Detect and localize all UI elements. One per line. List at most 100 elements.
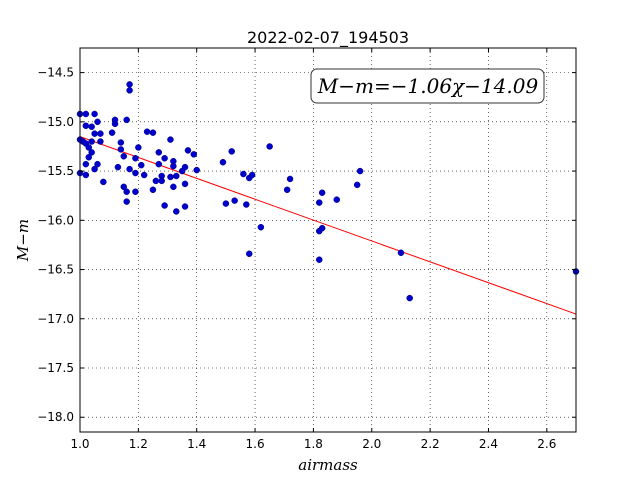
data-point bbox=[353, 181, 361, 189]
data-point bbox=[117, 139, 125, 146]
x-tick-label: 2.4 bbox=[479, 437, 498, 451]
x-tick-label: 1.2 bbox=[129, 437, 148, 451]
data-point bbox=[190, 151, 198, 158]
data-point bbox=[85, 144, 93, 151]
data-point bbox=[173, 208, 180, 215]
data-point bbox=[88, 149, 95, 156]
data-point bbox=[123, 188, 130, 196]
fit-annotation: M−m=−1.06χ−14.09 bbox=[310, 68, 545, 104]
data-point bbox=[231, 197, 238, 204]
data-point bbox=[219, 158, 227, 166]
x-tick-label: 1.6 bbox=[246, 437, 265, 451]
x-tick-label: 2.2 bbox=[421, 437, 440, 451]
chart-title: 2022-02-07_194503 bbox=[247, 28, 409, 48]
data-point bbox=[243, 201, 250, 208]
data-point bbox=[152, 177, 160, 185]
data-point bbox=[100, 178, 107, 186]
data-point bbox=[318, 224, 326, 232]
x-tick-label: 2.6 bbox=[537, 437, 556, 451]
y-tick-label: −14.5 bbox=[37, 66, 74, 80]
data-point bbox=[170, 162, 177, 170]
data-point bbox=[140, 171, 148, 179]
data-point bbox=[143, 128, 151, 135]
data-point bbox=[333, 196, 341, 203]
plot-frame bbox=[79, 47, 577, 433]
data-point bbox=[132, 169, 139, 177]
x-axis-label: airmass bbox=[298, 456, 358, 474]
x-tick-label: 1.0 bbox=[70, 437, 89, 451]
grid-lines bbox=[79, 48, 576, 432]
data-point bbox=[245, 250, 253, 258]
data-point bbox=[82, 122, 90, 130]
y-tick-label: −16.5 bbox=[37, 263, 74, 277]
data-point bbox=[132, 155, 139, 162]
data-point bbox=[111, 116, 119, 124]
data-point bbox=[108, 129, 116, 136]
data-point bbox=[286, 175, 294, 183]
data-points bbox=[76, 81, 580, 302]
data-point bbox=[126, 81, 133, 88]
data-point bbox=[123, 116, 130, 124]
data-point bbox=[181, 180, 189, 188]
data-point bbox=[91, 130, 98, 137]
data-point bbox=[356, 167, 364, 175]
data-point bbox=[167, 173, 174, 181]
data-point bbox=[161, 155, 168, 162]
axis-ticks: 1.0 1.2 1.4 1.6 1.8 2.0 2.2 2.4 2.6 −14.5 −15.0 −15… bbox=[37, 48, 576, 451]
data-point bbox=[149, 186, 157, 194]
data-point bbox=[120, 183, 128, 191]
data-point bbox=[94, 118, 101, 126]
data-point bbox=[132, 188, 139, 196]
y-tick-label: −16.0 bbox=[37, 213, 74, 227]
data-point bbox=[91, 110, 98, 118]
fit-line bbox=[79, 136, 577, 315]
data-point bbox=[82, 171, 90, 179]
data-point bbox=[88, 123, 95, 131]
y-tick-label: −15.5 bbox=[37, 164, 74, 178]
fit-annotation-text: M−m=−1.06χ−14.09 bbox=[317, 74, 539, 98]
y-tick-label: −18.0 bbox=[37, 410, 74, 424]
data-point bbox=[240, 170, 247, 178]
data-point bbox=[173, 172, 180, 180]
data-point bbox=[315, 199, 323, 206]
data-point bbox=[248, 171, 256, 179]
data-point bbox=[222, 200, 230, 207]
data-point bbox=[149, 129, 157, 136]
y-axis-label: M−m bbox=[14, 219, 32, 262]
data-point bbox=[158, 177, 165, 185]
data-point bbox=[117, 146, 125, 153]
data-point bbox=[228, 148, 235, 155]
data-point bbox=[85, 154, 93, 161]
data-point bbox=[318, 189, 326, 196]
data-point bbox=[193, 166, 200, 174]
data-point bbox=[155, 160, 163, 168]
data-point bbox=[114, 163, 122, 171]
data-point bbox=[170, 183, 177, 191]
fit-line-layer bbox=[79, 136, 577, 315]
x-tick-label: 1.8 bbox=[304, 437, 323, 451]
data-point bbox=[266, 143, 273, 150]
data-point bbox=[97, 138, 104, 145]
data-point bbox=[181, 203, 189, 210]
data-point bbox=[94, 160, 101, 168]
data-point bbox=[138, 161, 145, 169]
data-point bbox=[167, 136, 174, 143]
data-point bbox=[283, 186, 291, 194]
data-point bbox=[397, 249, 405, 257]
data-point bbox=[155, 149, 163, 156]
fit-annotation-box bbox=[310, 68, 545, 104]
data-point bbox=[184, 147, 192, 154]
data-point bbox=[91, 165, 98, 173]
y-tick-label: −15.0 bbox=[37, 115, 74, 129]
data-point bbox=[123, 198, 130, 205]
data-point bbox=[161, 202, 168, 209]
data-point bbox=[126, 165, 133, 173]
data-point bbox=[406, 294, 413, 302]
data-point bbox=[82, 160, 90, 168]
data-point bbox=[88, 138, 95, 145]
x-tick-label: 1.4 bbox=[187, 437, 206, 451]
data-point bbox=[82, 110, 90, 118]
data-point bbox=[257, 223, 265, 231]
y-tick-label: −17.5 bbox=[37, 361, 74, 375]
